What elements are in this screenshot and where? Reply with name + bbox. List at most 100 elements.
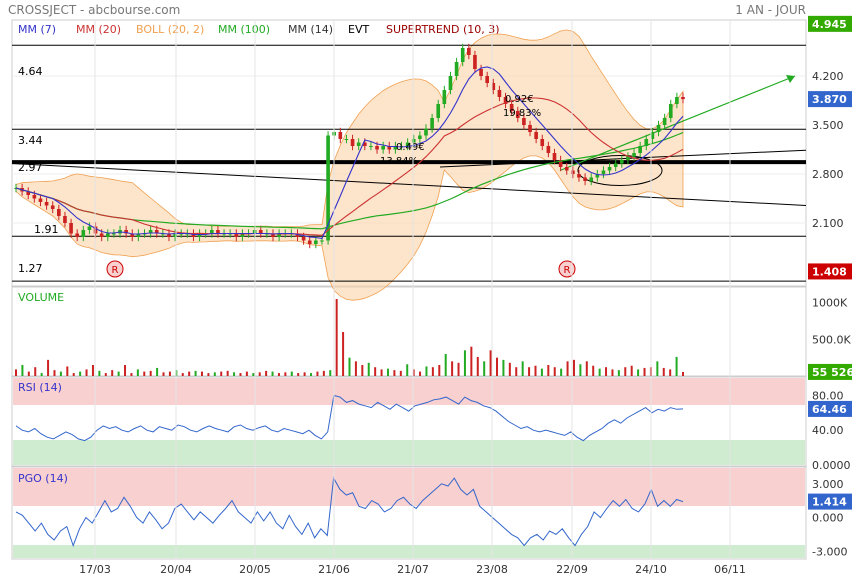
volume-bar [47,359,50,376]
candle-body [571,170,575,174]
candle-body [540,139,545,146]
volume-bar [682,371,684,376]
volume-bar [617,370,620,376]
rsi-axis-ticks: 80.00 40.00 0.0000 64.46 [808,389,852,472]
volume-bar [669,369,672,376]
pgo-title: PGO (14) [18,472,68,485]
candle-body [93,226,98,234]
price-tag-bg-2 [808,263,852,280]
volume-bar [252,373,255,376]
candle-body [307,240,312,244]
candle-body [234,233,239,237]
candle-body [57,209,61,216]
volume-bar [470,346,473,376]
volume-bar [335,299,338,376]
volume-bar [611,369,614,376]
x-tick-7: 24/10 [635,563,667,576]
measure1-value: 0.92€ [505,94,534,105]
price-axis-ticks: 4.200 3.500 2.800 2.100 [812,70,844,230]
pgo-axis-ticks: 3.000 0.000 -3.000 1.414 [808,478,852,558]
volume-bar [521,361,524,376]
volume-bar [15,369,17,376]
candle-body [191,233,196,237]
candle-body [362,142,367,146]
candle-body [320,240,324,242]
volume-bar [547,365,550,376]
candle-body [583,177,587,181]
candle-body [681,97,685,100]
candle-body [522,118,526,125]
volume-bar [226,370,229,376]
candle-body [75,233,80,237]
volume-bar [34,367,37,376]
candle-body [662,118,667,125]
candle-body [650,132,655,139]
volume-bar [374,367,377,376]
price-tick-0: 4.200 [812,70,844,83]
candle-body [105,233,110,237]
candle-body [295,233,300,237]
volume-bar [329,370,332,376]
volume-bar [598,368,601,376]
measure-annotations: 0.92€ 19.83% 0.49€ 13.84% [380,94,541,167]
volume-bar [271,371,274,376]
price-tag-0: 4.945 [812,18,847,31]
price-tag-1: 3.870 [812,93,847,106]
volume-bar [85,369,88,376]
volume-bar [502,359,505,376]
r-marker-1-circle [106,260,124,278]
volume-bar [483,361,486,376]
legend-item-0: MM (7) [18,23,56,36]
candle-body [613,163,618,167]
candle-body [460,48,465,62]
volume-bar [579,364,582,376]
candle-body [69,223,73,234]
volume-bar [553,367,556,376]
volume-bar [124,365,127,376]
candle-body [473,55,477,69]
volume-bar [53,370,56,376]
volume-bar [560,368,563,376]
candle-body [387,146,392,150]
volume-bar [21,365,24,376]
candle-body [173,233,177,237]
candle-body [497,90,502,97]
volume-bar [245,371,248,376]
candle-body [63,216,67,223]
volume-bar [277,373,280,376]
candle-body [136,233,141,237]
volume-bar [592,365,595,376]
volume-bar [59,371,62,376]
volume-bar [310,373,313,376]
x-tick-2: 20/05 [239,563,271,576]
candle-body [491,83,496,90]
rsi-overbought-zone [13,378,805,405]
volume-bar [91,365,94,376]
volume-bar [342,332,345,376]
volume-bar [27,371,30,376]
candle-body [216,230,220,234]
volume-bar [393,370,396,376]
candle-body [626,156,630,160]
volume-last-bg [808,363,852,380]
pgo-upper-zone [13,468,805,506]
horizontal-levels [12,44,806,282]
volume-bar [316,371,319,376]
chart-period: 1 AN - JOUR [735,3,806,17]
x-tick-4: 21/07 [397,563,429,576]
r-marker-2-label: R [564,265,571,276]
candle-body [369,146,373,147]
volume-bar [463,350,466,376]
candle-body [326,135,330,241]
volume-bar [419,371,422,376]
volume-bar [207,373,210,376]
level-label-297: 2.97 [18,161,43,174]
volume-bar [130,373,133,376]
measure2-pct: 13.84% [380,156,418,167]
candle-body [552,153,557,160]
volume-bar [675,356,678,376]
price-tag-bg-1 [808,91,852,108]
ellipse-annotation [577,155,663,186]
chart-title: CROSSJECT - abcbourse.com [8,3,180,17]
candle-body [112,233,116,235]
